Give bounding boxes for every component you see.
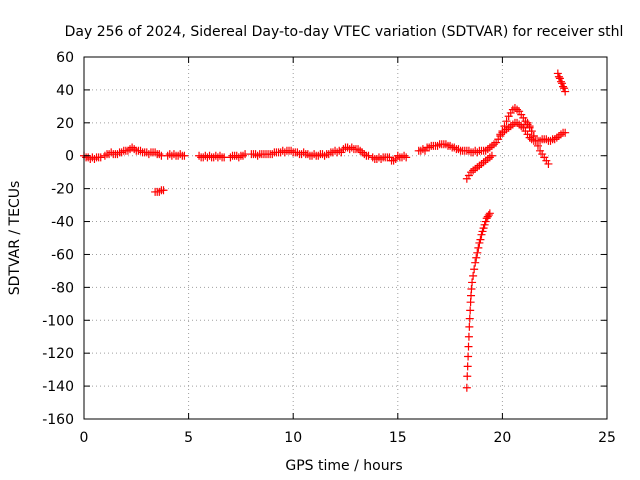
y-tick-label: -60 bbox=[51, 247, 74, 263]
data-point bbox=[531, 136, 540, 145]
data-point bbox=[433, 141, 442, 150]
data-point bbox=[561, 128, 570, 137]
data-point bbox=[478, 227, 487, 236]
data-point bbox=[502, 117, 511, 126]
x-tick-label: 5 bbox=[184, 430, 193, 446]
data-point bbox=[481, 217, 490, 226]
data-point bbox=[467, 285, 476, 294]
data-point bbox=[176, 150, 185, 159]
data-point bbox=[468, 278, 477, 287]
data-point bbox=[477, 230, 486, 239]
x-tick-label: 25 bbox=[598, 430, 616, 446]
data-point bbox=[463, 372, 472, 381]
grid-lines bbox=[84, 57, 607, 419]
data-point bbox=[487, 151, 496, 160]
data-point bbox=[215, 151, 224, 160]
data-point bbox=[475, 238, 484, 247]
data-point bbox=[474, 243, 483, 252]
data-point bbox=[472, 253, 481, 262]
data-point bbox=[485, 209, 494, 218]
x-tick-label: 20 bbox=[493, 430, 511, 446]
data-point bbox=[159, 186, 168, 195]
y-tick-label: -160 bbox=[42, 412, 74, 428]
data-point bbox=[556, 77, 565, 86]
data-point bbox=[400, 151, 409, 160]
data-point bbox=[465, 314, 474, 323]
y-tick-label: 0 bbox=[65, 149, 74, 165]
data-point bbox=[544, 159, 553, 168]
data-point bbox=[180, 151, 189, 160]
data-point bbox=[529, 131, 538, 140]
y-tick-label: -100 bbox=[42, 313, 74, 329]
data-point bbox=[402, 153, 411, 162]
data-point bbox=[469, 271, 478, 280]
x-axis-label: GPS time / hours bbox=[285, 458, 402, 474]
y-tick-label: 20 bbox=[56, 116, 74, 132]
data-point bbox=[484, 210, 493, 219]
data-point bbox=[462, 383, 471, 392]
data-point bbox=[377, 155, 386, 164]
data-markers bbox=[80, 69, 570, 392]
x-tick-label: 10 bbox=[284, 430, 302, 446]
data-point bbox=[471, 258, 480, 267]
data-point bbox=[560, 84, 569, 93]
x-tick-label: 0 bbox=[80, 430, 89, 446]
data-point bbox=[96, 153, 105, 162]
data-point bbox=[464, 332, 473, 341]
data-point bbox=[364, 151, 373, 160]
data-point bbox=[533, 141, 542, 150]
y-tick-label: 60 bbox=[56, 50, 74, 66]
data-point bbox=[463, 362, 472, 371]
data-point bbox=[559, 82, 568, 91]
data-point bbox=[558, 79, 567, 88]
data-point bbox=[253, 151, 262, 160]
data-point bbox=[287, 146, 296, 155]
plot-frame bbox=[83, 56, 608, 420]
data-point bbox=[480, 220, 489, 229]
data-point bbox=[130, 145, 139, 154]
data-point bbox=[464, 352, 473, 361]
data-point bbox=[454, 145, 463, 154]
data-point bbox=[476, 235, 485, 244]
y-tick-label: -40 bbox=[51, 215, 74, 231]
data-point bbox=[561, 87, 570, 96]
chart-title: Day 256 of 2024, Sidereal Day-to-day VTE… bbox=[65, 24, 624, 40]
data-point bbox=[554, 72, 563, 81]
y-tick-label: -140 bbox=[42, 379, 74, 395]
data-point bbox=[238, 151, 247, 160]
data-point bbox=[226, 153, 235, 162]
data-point bbox=[555, 74, 564, 83]
axis-ticks: -160 -140 -120 -100 -80 -60 -40 -20 0 20 40 60 0 5 10 1… bbox=[42, 50, 616, 446]
data-point bbox=[466, 306, 475, 315]
y-axis-label: SDTVAR / TECUs bbox=[7, 181, 23, 296]
data-point bbox=[136, 146, 145, 155]
data-point bbox=[280, 148, 289, 157]
data-point bbox=[347, 143, 356, 152]
y-tick-label: -80 bbox=[51, 280, 74, 296]
data-point bbox=[268, 150, 277, 159]
y-tick-label: -120 bbox=[42, 346, 74, 362]
data-point bbox=[90, 155, 99, 164]
data-point bbox=[473, 248, 482, 257]
data-point bbox=[464, 342, 473, 351]
data-point bbox=[470, 265, 479, 274]
data-point bbox=[155, 150, 164, 159]
y-tick-label: 40 bbox=[56, 83, 74, 99]
data-point bbox=[479, 224, 488, 233]
x-tick-label: 15 bbox=[389, 430, 407, 446]
data-point bbox=[525, 122, 534, 131]
data-point bbox=[465, 322, 474, 331]
data-point bbox=[144, 150, 153, 159]
data-point bbox=[553, 69, 562, 78]
data-point bbox=[418, 145, 427, 154]
data-point bbox=[527, 127, 536, 136]
y-tick-label: -20 bbox=[51, 182, 74, 198]
